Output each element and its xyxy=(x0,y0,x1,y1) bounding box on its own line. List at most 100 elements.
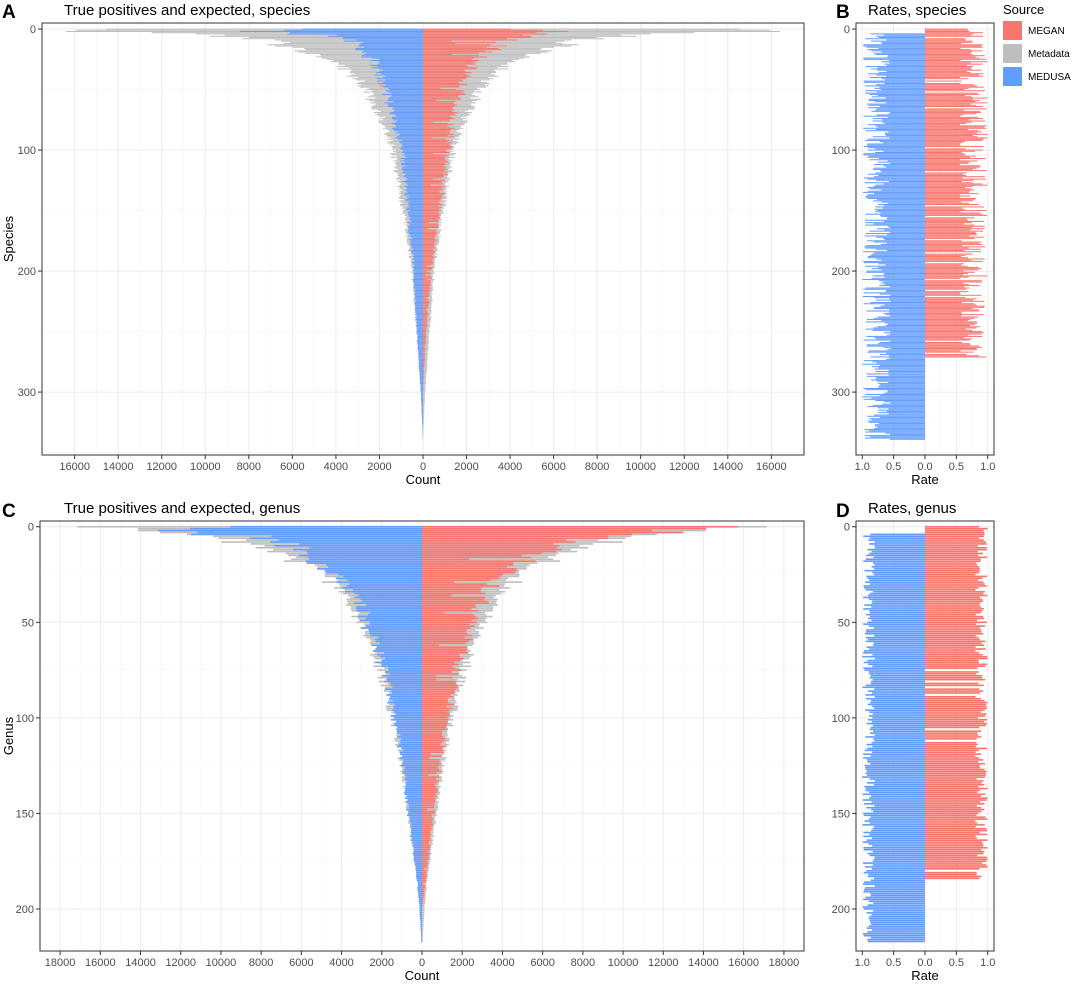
bar-metadata-right xyxy=(423,428,424,429)
bar-megan xyxy=(423,175,443,176)
bar-megan xyxy=(422,803,434,805)
bar-megan xyxy=(422,698,448,700)
bar-megan-rate xyxy=(925,83,960,84)
bar-megan-rate xyxy=(925,48,961,49)
bar-medusa-rate xyxy=(867,310,925,311)
bar-megan-rate xyxy=(925,198,976,199)
bar-megan xyxy=(423,185,431,186)
bar-megan-rate xyxy=(925,136,977,137)
bar-medusa xyxy=(392,686,422,688)
bar-medusa xyxy=(405,162,423,163)
bar-megan xyxy=(422,820,432,822)
y-tick-label: 300 xyxy=(18,387,36,399)
bar-medusa-rate xyxy=(890,341,925,342)
bar-megan xyxy=(422,679,436,681)
bar-megan xyxy=(423,229,436,230)
bar-medusa-rate xyxy=(873,864,925,866)
bar-medusa-rate xyxy=(868,124,925,125)
bar-medusa-rate xyxy=(872,751,925,753)
bar-megan xyxy=(423,332,426,333)
bar-megan-rate xyxy=(925,769,984,771)
bar-megan-rate xyxy=(925,553,983,555)
bar-megan-rate xyxy=(925,788,988,790)
bar-megan xyxy=(423,35,523,36)
bar-medusa-rate xyxy=(886,102,925,103)
bar-medusa-rate xyxy=(872,746,925,748)
bar-medusa xyxy=(420,382,423,383)
bar-medusa xyxy=(413,249,423,250)
bar-medusa xyxy=(378,64,423,65)
bar-medusa xyxy=(403,759,422,761)
bar-megan xyxy=(423,129,452,130)
bar-megan-rate xyxy=(925,166,980,167)
bar-medusa xyxy=(317,568,422,570)
bar-medusa xyxy=(361,56,423,57)
bar-medusa xyxy=(418,885,422,887)
bar-medusa-rate xyxy=(889,113,925,114)
x-tick-label: 8000 xyxy=(237,461,261,473)
bar-megan-rate xyxy=(925,269,978,270)
bar-megan-rate xyxy=(925,56,976,57)
bar-medusa xyxy=(392,128,423,129)
bar-medusa xyxy=(421,935,422,937)
bar-medusa xyxy=(404,175,423,176)
x-tick-label: 6000 xyxy=(530,957,554,969)
bar-medusa xyxy=(343,576,422,578)
bar-medusa xyxy=(401,164,423,165)
bar-medusa xyxy=(414,257,423,258)
bar-megan xyxy=(422,558,469,560)
bar-megan-rate xyxy=(925,711,981,713)
bar-megan-rate xyxy=(925,220,968,221)
bar-megan xyxy=(423,43,455,44)
bar-medusa-rate xyxy=(881,202,925,203)
bar-megan-rate xyxy=(925,532,984,534)
bar-medusa-rate xyxy=(872,366,925,367)
bar-megan xyxy=(423,101,455,102)
bar-medusa xyxy=(388,667,422,669)
bar-medusa-rate xyxy=(863,813,925,815)
bar-megan-rate xyxy=(925,604,980,606)
bar-megan xyxy=(423,261,432,262)
bar-medusa-rate xyxy=(876,54,925,55)
bar-medusa xyxy=(420,378,423,379)
bar-medusa xyxy=(402,145,423,146)
bar-megan xyxy=(423,291,429,292)
bar-megan xyxy=(423,64,476,65)
bar-medusa-rate xyxy=(870,616,925,618)
bar-medusa xyxy=(370,635,422,637)
bar-medusa xyxy=(387,677,422,679)
bar-medusa xyxy=(413,263,423,264)
bar-megan-rate xyxy=(925,763,985,765)
bar-medusa-rate xyxy=(874,568,925,570)
bar-medusa-rate xyxy=(872,419,925,420)
bar-metadata-right xyxy=(423,401,425,402)
bar-medusa-rate xyxy=(869,728,925,730)
bar-megan-rate xyxy=(925,112,981,113)
bar-megan xyxy=(423,269,432,270)
bar-megan xyxy=(423,283,431,284)
bar-medusa xyxy=(403,146,423,147)
bar-megan-rate xyxy=(925,767,980,769)
bar-medusa xyxy=(406,199,423,200)
bar-medusa xyxy=(383,87,423,88)
bar-medusa-rate xyxy=(868,100,925,101)
bar-medusa xyxy=(419,366,423,367)
bar-megan-rate xyxy=(925,121,985,122)
bar-megan-rate xyxy=(925,343,970,344)
bar-metadata-right xyxy=(422,922,424,924)
bar-megan xyxy=(422,581,454,583)
bar-medusa-rate xyxy=(879,158,925,159)
y-tick-label: 300 xyxy=(832,387,850,399)
bar-megan xyxy=(422,878,426,880)
bar-medusa xyxy=(408,232,423,233)
bar-medusa xyxy=(415,862,422,864)
bar-medusa-rate xyxy=(867,271,925,272)
bar-medusa xyxy=(418,335,423,336)
bar-medusa xyxy=(389,98,423,99)
bar-megan xyxy=(423,285,430,286)
bar-megan xyxy=(422,897,423,899)
bar-medusa xyxy=(380,85,423,86)
bar-medusa-rate xyxy=(870,94,925,95)
bar-medusa xyxy=(415,292,423,293)
bar-megan-rate xyxy=(925,578,982,580)
